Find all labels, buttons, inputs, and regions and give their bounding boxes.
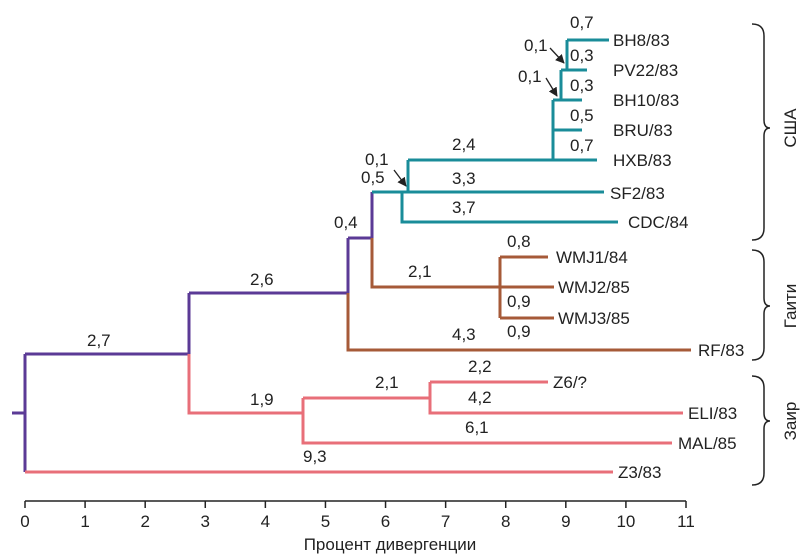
bracket-zaire (751, 375, 771, 486)
rf-lower (346, 293, 691, 352)
bl-bh8: 0,7 (570, 13, 594, 32)
taxon-wmj2: WMJ2/85 (558, 278, 630, 297)
bl-hxb: 0,7 (570, 136, 594, 155)
bl-cdc: 3,7 (452, 198, 476, 217)
x-axis-ticks (24, 501, 687, 508)
taxon-labels: BH8/83 PV22/83 BH10/83 BRU/83 HXB/83 SF2… (553, 31, 744, 482)
usa-inner-vertical (406, 160, 604, 194)
taxon-hxb: HXB/83 (613, 151, 672, 170)
bl-z6: 2,2 (468, 357, 492, 376)
x-tick-label-5: 5 (321, 512, 330, 531)
arrow-bh-inner1 (549, 47, 565, 64)
taxon-eli: ELI/83 (688, 404, 737, 423)
bl-sf2: 3,3 (452, 169, 476, 188)
bl-wmj2: 0,9 (507, 292, 531, 311)
x-tick-label-7: 7 (441, 512, 450, 531)
bl-wmj-stem: 2,1 (408, 262, 432, 281)
x-axis-tick-labels: 0 1 2 3 4 5 6 7 8 9 10 11 (20, 512, 695, 531)
x-tick-label-10: 10 (616, 512, 635, 531)
group-label-zaire: Заир (781, 402, 800, 441)
pointer-arrows (393, 47, 565, 187)
bl-bh10: 0,3 (570, 76, 594, 95)
x-axis (24, 500, 687, 508)
taxon-sf2: SF2/83 (610, 184, 665, 203)
taxon-wmj3: WMJ3/85 (558, 309, 630, 328)
taxon-mal: MAL/85 (678, 434, 737, 453)
taxon-z6: Z6/? (553, 373, 587, 392)
haiti-branches (346, 238, 691, 352)
x-tick-label-6: 6 (381, 512, 390, 531)
x-tick-label-8: 8 (501, 512, 510, 531)
x-tick-label-2: 2 (140, 512, 149, 531)
bl-bh-inner1: 0,1 (524, 36, 548, 55)
group-labels: США Гаити Заир (781, 108, 800, 441)
arrow-usa-inner (393, 169, 407, 187)
bl-usa-haiti-split: 0,4 (334, 213, 358, 232)
z6-eli-node (428, 382, 683, 415)
bracket-haiti (751, 249, 771, 361)
bl-zaire-stem: 1,9 (250, 390, 274, 409)
branch-length-labels: 2,7 2,6 0,4 0,5 0,1 2,4 3,3 3,7 0,1 0,1 … (87, 13, 594, 466)
x-tick-label-0: 0 (20, 512, 29, 531)
group-brackets (751, 23, 771, 486)
x-tick-label-1: 1 (80, 512, 89, 531)
zaire-branches (25, 354, 683, 474)
group-label-usa: США (781, 108, 800, 148)
taxon-z3: Z3/83 (618, 463, 661, 482)
bl-usa-inner: 0,1 (365, 150, 389, 169)
bl-eli: 4,2 (468, 388, 492, 407)
usa-node (400, 192, 618, 224)
zaire-node (301, 398, 672, 445)
taxon-bh8: BH8/83 (613, 31, 670, 50)
bl-usa-stem: 0,5 (361, 168, 385, 187)
bh-inner-node (559, 70, 582, 102)
arrow-bh-inner2 (545, 77, 558, 97)
usa-branches (372, 38, 618, 224)
bl-haiti-usa-stem: 2,6 (250, 270, 274, 289)
bl-rf: 4,3 (452, 325, 476, 344)
taxon-pv22: PV22/83 (613, 61, 678, 80)
bl-bh-clade: 2,4 (452, 135, 476, 154)
taxon-rf: RF/83 (698, 341, 744, 360)
x-tick-label-4: 4 (261, 512, 270, 531)
bh8-node (565, 40, 587, 72)
taxon-wmj1: WMJ1/84 (556, 248, 628, 267)
bl-bh-inner2: 0,1 (518, 67, 542, 86)
bl-bru: 0,5 (570, 106, 594, 125)
taxon-bh10: BH10/83 (613, 91, 679, 110)
bl-mal: 6,1 (465, 418, 489, 437)
backbone-branches (12, 192, 374, 472)
bl-pv22: 0,3 (570, 46, 594, 65)
x-tick-label-11: 11 (677, 512, 695, 531)
x-axis-label: Процент дивергенции (304, 535, 477, 554)
x-tick-label-3: 3 (201, 512, 210, 531)
taxon-bru: BRU/83 (613, 121, 673, 140)
bl-wmj3: 0,9 (507, 322, 531, 341)
bl-root-top: 2,7 (87, 331, 111, 350)
bl-z6-eli-stem: 2,1 (375, 373, 399, 392)
bracket-usa (751, 23, 771, 241)
group-label-haiti: Гаити (781, 284, 800, 328)
zaire-lower (187, 354, 303, 415)
bl-wmj1: 0,8 (507, 232, 531, 251)
bl-z3: 9,3 (303, 447, 327, 466)
x-tick-label-9: 9 (561, 512, 570, 531)
wmj-stem (370, 238, 500, 289)
